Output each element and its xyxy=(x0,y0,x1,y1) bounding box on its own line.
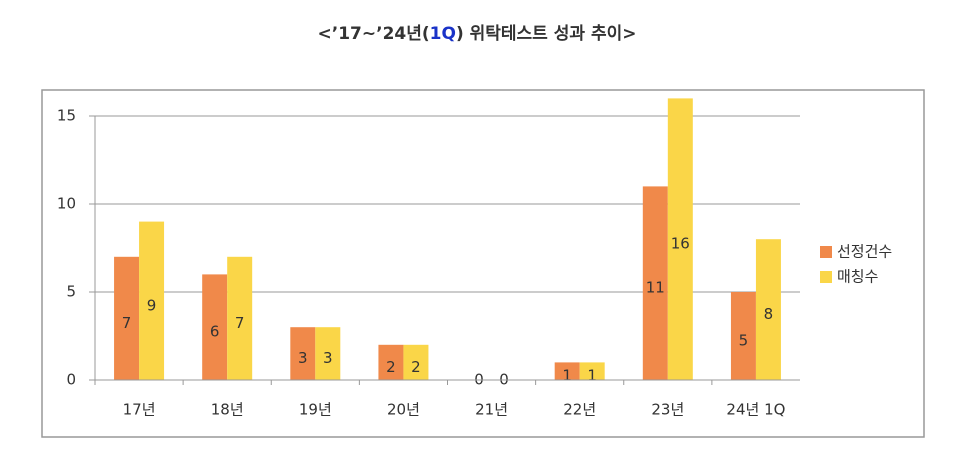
value-label: 5 xyxy=(739,332,749,350)
title-part: ) 위탁테스트 성과 추이> xyxy=(456,24,637,44)
x-tick-label: 24년 1Q xyxy=(726,401,785,419)
x-tick-label: 17년 xyxy=(123,401,156,419)
legend-swatch xyxy=(820,246,832,258)
bar xyxy=(378,344,404,380)
x-tick-label: 22년 xyxy=(563,401,596,419)
y-tick-label: 0 xyxy=(66,371,76,389)
value-label: 6 xyxy=(210,323,220,341)
bar xyxy=(290,327,316,380)
bar xyxy=(554,362,580,380)
x-tick-label: 21년 xyxy=(475,401,508,419)
value-label: 11 xyxy=(646,279,665,297)
bar xyxy=(755,239,781,380)
legend-label: 선정건수 xyxy=(837,243,892,261)
x-tick-label: 18년 xyxy=(211,401,244,419)
value-label: 9 xyxy=(147,296,157,314)
bar xyxy=(227,256,253,380)
bar xyxy=(202,274,228,380)
title-highlight: 1Q xyxy=(430,24,456,44)
value-label: 1 xyxy=(587,367,597,385)
legend-label: 매칭수 xyxy=(837,268,878,286)
value-label: 1 xyxy=(562,367,572,385)
y-tick-label: 5 xyxy=(66,283,76,301)
bar xyxy=(139,221,165,380)
x-tick-label: 20년 xyxy=(387,401,420,419)
value-label: 16 xyxy=(671,235,690,253)
legend-swatch xyxy=(820,271,832,283)
y-tick-label: 10 xyxy=(57,195,76,213)
value-label: 2 xyxy=(386,358,396,376)
bar xyxy=(579,362,605,380)
chart-title: <’17~’24년(1Q) 위탁테스트 성과 추이> xyxy=(318,24,637,44)
value-label: 2 xyxy=(411,358,421,376)
value-label: 7 xyxy=(235,314,245,332)
bar xyxy=(403,344,429,380)
x-tick-label: 19년 xyxy=(299,401,332,419)
chart-frame xyxy=(41,89,925,438)
value-label: 7 xyxy=(122,314,132,332)
bar xyxy=(667,98,693,381)
value-label: 3 xyxy=(323,349,333,367)
bar xyxy=(642,186,668,380)
y-tick-label: 15 xyxy=(57,107,76,125)
value-label: 8 xyxy=(764,305,774,323)
value-label: 3 xyxy=(298,349,308,367)
title-part: <’17~’24년( xyxy=(318,24,430,44)
x-tick-label: 23년 xyxy=(651,401,684,419)
bar xyxy=(114,256,140,380)
bar xyxy=(315,327,341,380)
bar xyxy=(730,292,756,380)
